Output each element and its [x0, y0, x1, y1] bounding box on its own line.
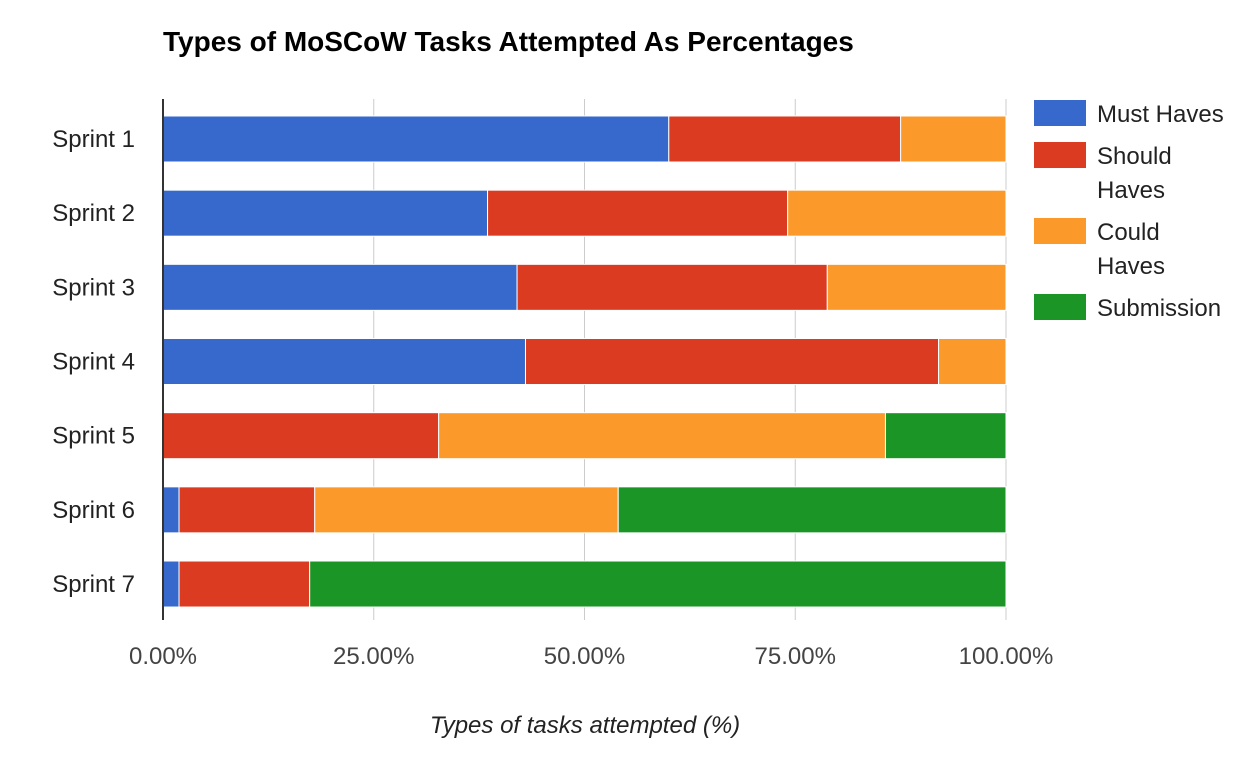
x-tick-label: 75.00% [755, 643, 836, 670]
category-labels: Sprint 1 Sprint 2 Sprint 3 Sprint 4 Sprint 5… [52, 126, 135, 598]
legend-label: Could Haves [1097, 219, 1165, 280]
bar-segment [787, 189, 1007, 237]
bar-segment [162, 115, 670, 163]
legend: Must Haves Should Haves Could Haves Submissio… [1034, 100, 1224, 322]
bar-segment [438, 412, 886, 460]
bar-segment [487, 189, 789, 237]
bar-segment [668, 115, 902, 163]
chart-title: Types of MoSCoW Tasks Attempted As Perce… [163, 26, 854, 57]
bar-segment [178, 486, 316, 534]
bars [162, 115, 1007, 608]
category-label: Sprint 4 [52, 349, 135, 376]
bar-segment [309, 560, 1007, 608]
bar-segment [900, 115, 1007, 163]
legend-swatch [1034, 142, 1086, 168]
bar-segment [162, 189, 489, 237]
bar-segment [162, 412, 440, 460]
category-label: Sprint 7 [52, 571, 135, 598]
category-label: Sprint 6 [52, 497, 135, 524]
category-label: Sprint 5 [52, 423, 135, 450]
bar-segment [938, 338, 1007, 386]
legend-swatch [1034, 218, 1086, 244]
category-label: Sprint 1 [52, 126, 135, 153]
legend-swatch [1034, 294, 1086, 320]
x-axis-label: Types of tasks attempted (%) [430, 712, 740, 739]
category-label: Sprint 2 [52, 200, 135, 227]
legend-label: Must Haves [1097, 101, 1224, 128]
category-label: Sprint 3 [52, 274, 135, 301]
bar-segment [162, 486, 180, 534]
bar-segment [524, 338, 940, 386]
x-tick-label: 50.00% [544, 643, 625, 670]
bar-segment [162, 263, 518, 311]
x-tick-labels: 0.00% 25.00% 50.00% 75.00% 100.00% [129, 643, 1053, 670]
bar-segment [617, 486, 1007, 534]
legend-label: Should Haves [1097, 143, 1172, 204]
legend-swatch [1034, 100, 1086, 126]
bar-segment [516, 263, 828, 311]
bar-segment [884, 412, 1007, 460]
bar-segment [162, 338, 526, 386]
bar-segment [826, 263, 1007, 311]
bar-segment [314, 486, 619, 534]
bar-segment [178, 560, 311, 608]
x-tick-label: 25.00% [333, 643, 414, 670]
x-tick-label: 100.00% [959, 643, 1054, 670]
bar-segment [162, 560, 180, 608]
legend-label: Submission [1097, 295, 1221, 322]
x-tick-label: 0.00% [129, 643, 197, 670]
